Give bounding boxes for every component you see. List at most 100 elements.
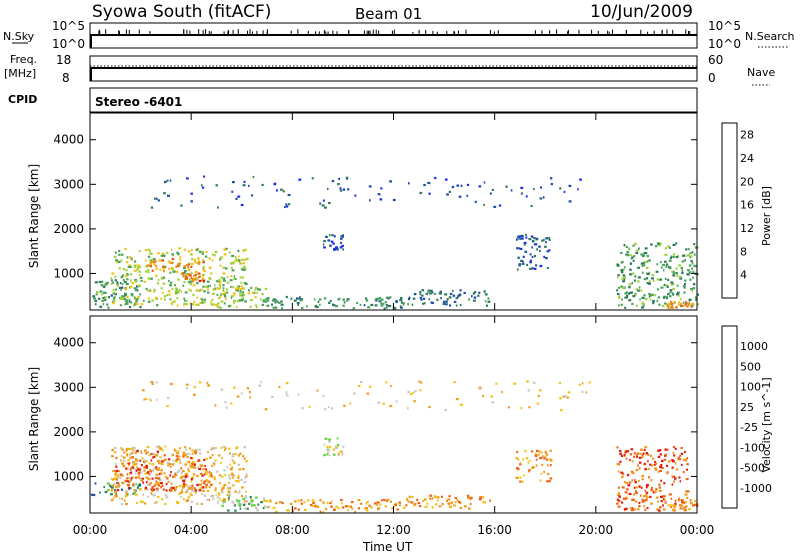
colorbar-tick-label: 100 [740, 381, 761, 394]
range-gate-cell [662, 263, 665, 267]
range-gate-cell [635, 490, 637, 493]
range-gate-cell [207, 498, 211, 502]
range-gate-cell [692, 303, 695, 306]
range-gate-cell [163, 295, 167, 298]
range-gate-cell [664, 247, 667, 250]
range-gate-cell [645, 266, 649, 269]
range-gate-cell [171, 257, 175, 261]
range-gate-cell [186, 383, 189, 386]
range-gate-cell [226, 466, 228, 469]
range-gate-cell [274, 301, 277, 304]
range-gate-cell [132, 449, 134, 452]
range-gate-cell [201, 489, 205, 492]
range-gate-cell [239, 299, 241, 302]
range-gate-cell [646, 451, 648, 455]
range-gate-cell [231, 473, 234, 476]
range-gate-cell [446, 193, 449, 196]
range-gate-cell [111, 488, 114, 491]
range-gate-cell [265, 500, 269, 503]
range-gate-cell [113, 255, 117, 258]
range-gate-cell [454, 501, 457, 504]
range-gate-cell [433, 292, 437, 295]
range-gate-cell [125, 492, 128, 495]
range-gate-cell [172, 486, 175, 489]
range-gate-cell [197, 459, 199, 463]
range-gate-cell [110, 489, 113, 492]
range-gate-cell [671, 475, 674, 478]
range-gate-cell [356, 301, 359, 304]
range-gate-cell [134, 476, 138, 479]
range-gate-cell [206, 288, 210, 291]
range-gate-cell [406, 497, 408, 501]
range-gate-cell [176, 263, 179, 266]
range-gate-cell [387, 297, 390, 300]
range-gate-cell [346, 299, 348, 302]
range-gate-cell [237, 249, 240, 252]
range-gate-cell [138, 266, 141, 269]
range-gate-cell [329, 244, 332, 247]
range-gate-cell [96, 291, 99, 294]
range-gate-cell [245, 473, 248, 476]
range-gate-cell [128, 464, 130, 467]
range-gate-cell [128, 481, 131, 484]
range-gate-cell [640, 448, 643, 451]
range-gate-cell [169, 271, 172, 274]
range-gate-cell [515, 457, 518, 460]
range-gate-cell [616, 289, 619, 292]
range-gate-cell [636, 455, 638, 458]
range-gate-cell [222, 266, 225, 269]
range-gate-cell [122, 456, 126, 459]
range-gate-cell [104, 298, 107, 301]
range-gate-cell [672, 509, 676, 512]
range-gate-cell [628, 247, 630, 250]
range-gate-cell [458, 195, 462, 198]
range-gate-cell [663, 482, 666, 485]
range-gate-cell [483, 290, 486, 293]
range-gate-cell [282, 190, 285, 193]
range-gate-cell [148, 454, 151, 457]
range-gate-cell [533, 188, 535, 191]
range-gate-cell [188, 278, 191, 281]
range-gate-cell [689, 278, 692, 281]
colorbar-frame [721, 122, 738, 299]
range-gate-cell [661, 459, 664, 463]
range-gate-cell [286, 205, 289, 208]
range-gate-cell [206, 498, 209, 502]
range-gate-cell [632, 255, 636, 258]
range-gate-cell [642, 500, 646, 503]
range-gate-cell [187, 470, 191, 473]
range-gate-cell [335, 305, 338, 308]
range-gate-cell [224, 279, 226, 282]
range-gate-cell [186, 474, 189, 477]
range-gate-cell [232, 501, 235, 504]
range-gate-cell [297, 303, 299, 306]
range-gate-cell [176, 251, 179, 254]
range-gate-cell [190, 494, 193, 497]
range-gate-cell [146, 264, 150, 267]
range-gate-cell [539, 249, 541, 252]
range-gate-cell [377, 193, 381, 196]
range-gate-cell [237, 195, 241, 198]
range-gate-cell [203, 480, 207, 483]
range-gate-cell [346, 298, 350, 301]
range-gate-cell [164, 475, 168, 478]
range-gate-cell [668, 460, 671, 463]
range-gate-cell [202, 279, 206, 282]
range-gate-cell [526, 263, 529, 267]
range-gate-cell [654, 460, 657, 464]
range-gate-cell [170, 301, 174, 304]
range-gate-cell [539, 479, 542, 482]
range-gate-cell [620, 261, 623, 264]
range-gate-cell [171, 463, 175, 466]
range-gate-cell [540, 472, 543, 475]
range-gate-cell [114, 293, 117, 296]
range-gate-cell [696, 293, 699, 296]
range-gate-cell [225, 291, 229, 294]
range-gate-cell [184, 477, 187, 481]
range-gate-cell [537, 453, 540, 456]
range-gate-cell [327, 201, 331, 205]
range-gate-cell [198, 279, 202, 283]
range-gate-cell [185, 299, 188, 302]
range-gate-cell [221, 487, 225, 490]
